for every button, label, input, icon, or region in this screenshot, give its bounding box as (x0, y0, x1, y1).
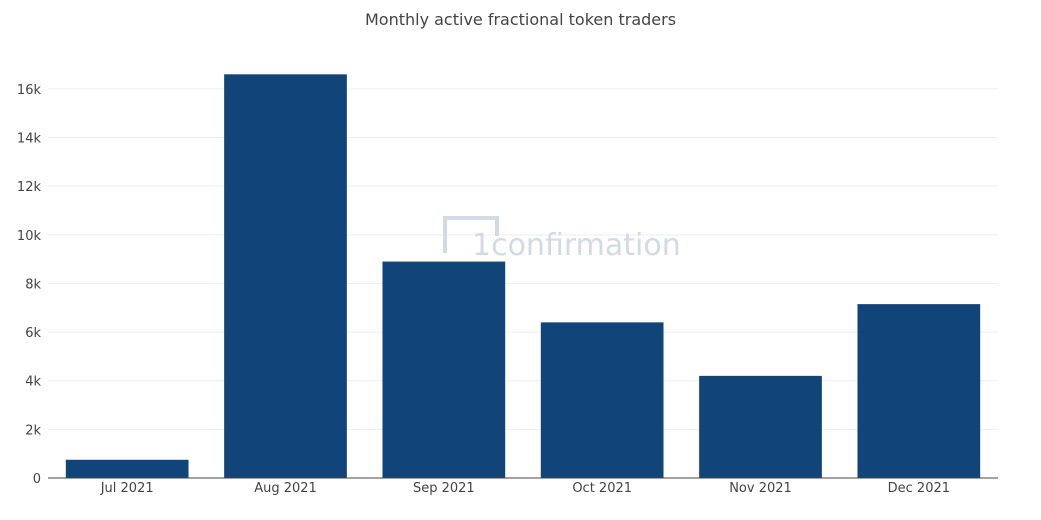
x-tick-label: Oct 2021 (572, 481, 632, 496)
bar-nov-2021[interactable] (699, 375, 822, 478)
bar-dec-2021[interactable] (857, 304, 981, 478)
bar-jul-2021[interactable] (65, 459, 189, 478)
y-tick-label: 12k (17, 180, 42, 195)
bar-sep-2021[interactable] (382, 261, 506, 478)
gridlines (48, 88, 998, 430)
y-tick-label: 10k (17, 229, 42, 244)
x-axis-ticks: Jul 2021 Aug 2021 Sep 2021 Oct 2021 Nov 2021… (100, 481, 950, 496)
x-tick-label: Jul 2021 (100, 481, 154, 496)
y-axis-ticks: 0 2k 4k 6k 8k 10k 12k 14k 16k (17, 83, 42, 487)
y-tick-label: 0 (33, 472, 41, 487)
svg-text:1confirmation: 1confirmation (472, 228, 681, 263)
y-tick-label: 8k (25, 277, 41, 292)
x-tick-label: Nov 2021 (729, 481, 792, 496)
x-tick-label: Dec 2021 (888, 481, 950, 496)
y-tick-label: 16k (17, 83, 42, 98)
bars (65, 74, 981, 479)
y-tick-label: 4k (25, 375, 41, 390)
x-tick-label: Aug 2021 (254, 481, 317, 496)
bar-oct-2021[interactable] (540, 322, 664, 478)
y-tick-label: 6k (25, 326, 41, 341)
y-tick-label: 2k (25, 423, 41, 438)
chart-title: Monthly active fractional token traders (364, 10, 677, 29)
x-tick-label: Sep 2021 (413, 481, 475, 496)
watermark-logo: 1confirmation (443, 216, 681, 263)
y-tick-label: 14k (17, 132, 42, 147)
bar-aug-2021[interactable] (224, 74, 347, 479)
